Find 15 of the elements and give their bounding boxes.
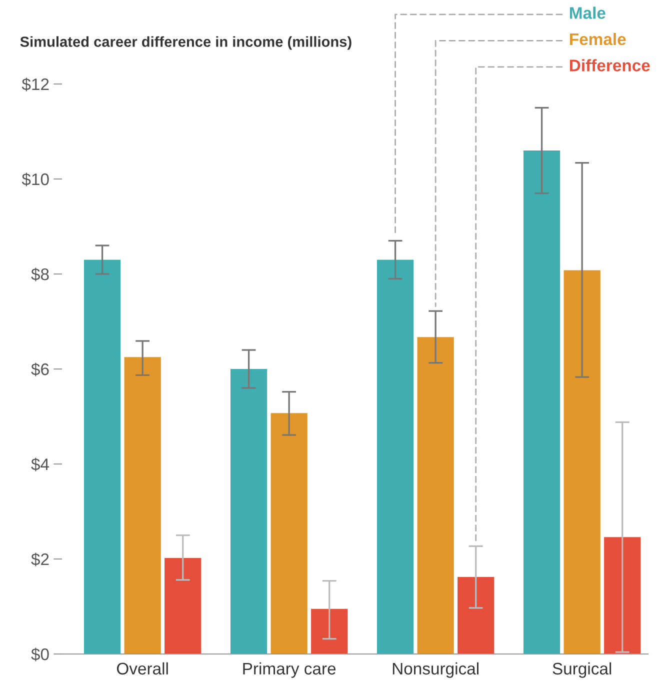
y-tick-label: $2	[31, 552, 49, 566]
y-tick-label: $4	[31, 458, 50, 472]
y-tick-label: $10	[22, 172, 49, 186]
text: Difference	[570, 59, 650, 72]
text: Male	[570, 6, 606, 19]
y-tick-label: $12	[22, 78, 49, 92]
x-tick-label: Primary care	[243, 662, 336, 678]
y-tick-label: $0	[31, 648, 49, 662]
x-tick-label: Overall	[116, 662, 168, 675]
y-tick-label: $8	[31, 268, 49, 282]
x-tick-label: Nonsurgical	[392, 662, 478, 678]
x-tick-label: Surgical	[552, 662, 612, 678]
y-axis-title: Simulated career difference in income (millions)	[20, 36, 352, 50]
y-tick-label: $6	[31, 362, 49, 376]
text: Female	[570, 32, 626, 46]
